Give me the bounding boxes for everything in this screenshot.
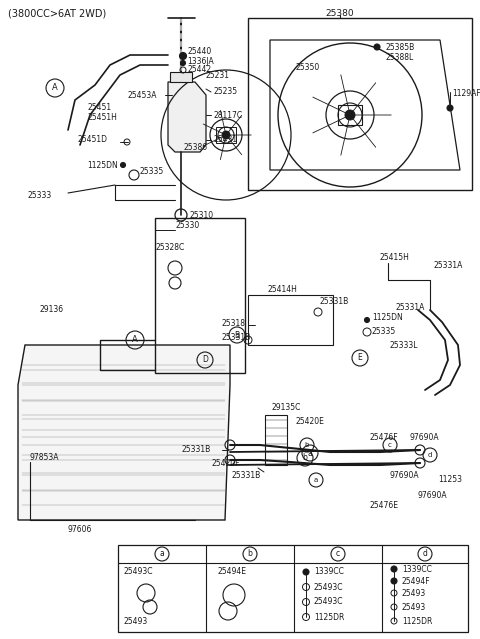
Text: 97606: 97606	[68, 525, 92, 534]
Text: 97690A: 97690A	[418, 491, 448, 500]
Text: 25493: 25493	[123, 617, 147, 626]
Text: 25310: 25310	[190, 210, 214, 220]
Text: (3800CC>6AT 2WD): (3800CC>6AT 2WD)	[8, 9, 106, 19]
Text: a: a	[160, 550, 164, 558]
Circle shape	[391, 566, 397, 572]
Text: 25476F: 25476F	[370, 433, 398, 442]
Polygon shape	[18, 345, 230, 520]
Text: 25328C: 25328C	[155, 243, 184, 252]
Text: 25318: 25318	[222, 318, 246, 328]
Circle shape	[447, 105, 453, 111]
Text: 25331B: 25331B	[232, 470, 261, 479]
Text: 25451: 25451	[88, 104, 112, 112]
Text: a: a	[308, 449, 312, 458]
Bar	[265, 415, 287, 465]
Text: 25331B: 25331B	[222, 334, 251, 343]
Text: c: c	[336, 550, 340, 558]
Text: 1336JA: 1336JA	[187, 58, 214, 66]
Bar	[170, 72, 192, 82]
Text: 25388L: 25388L	[385, 52, 413, 61]
Polygon shape	[168, 82, 206, 152]
Text: 25440: 25440	[187, 47, 211, 56]
Text: 25420F: 25420F	[212, 459, 240, 468]
Text: E: E	[358, 353, 362, 362]
Text: B: B	[234, 330, 240, 339]
Text: 25493C: 25493C	[314, 597, 344, 606]
Text: 29135C: 29135C	[272, 403, 301, 413]
Text: 25335: 25335	[140, 167, 164, 176]
Text: 25420E: 25420E	[295, 417, 324, 426]
Circle shape	[120, 162, 125, 167]
Text: a: a	[314, 477, 318, 483]
Text: 1125DR: 1125DR	[314, 613, 344, 622]
Text: c: c	[388, 442, 392, 448]
Text: 25453A: 25453A	[128, 91, 157, 100]
Text: 25415H: 25415H	[380, 254, 410, 263]
Text: 25451D: 25451D	[78, 135, 108, 144]
Text: 25442: 25442	[187, 66, 211, 75]
Bar	[248, 18, 472, 190]
Text: 25235: 25235	[213, 88, 237, 96]
Bar	[338, 105, 362, 125]
Text: 97853A: 97853A	[30, 454, 60, 463]
Text: 25380: 25380	[326, 8, 354, 17]
Text: 25493C: 25493C	[123, 567, 153, 576]
Text: 29136: 29136	[40, 305, 64, 314]
Text: 25493: 25493	[402, 603, 426, 612]
Text: A: A	[132, 335, 138, 344]
Text: 25330: 25330	[175, 220, 199, 229]
Text: d: d	[422, 550, 427, 558]
Circle shape	[303, 569, 309, 575]
Text: 25494F: 25494F	[402, 576, 431, 585]
Text: 25493: 25493	[402, 589, 426, 597]
Text: d: d	[428, 452, 432, 458]
Text: 25431: 25431	[213, 135, 237, 144]
Text: 25333: 25333	[28, 190, 52, 199]
Text: 1125DN: 1125DN	[372, 314, 403, 323]
Circle shape	[364, 318, 370, 323]
Bar	[216, 127, 236, 143]
Text: 97690A: 97690A	[390, 470, 420, 479]
Text: 25333L: 25333L	[390, 341, 419, 350]
Text: D: D	[202, 355, 208, 364]
Text: 1339CC: 1339CC	[314, 567, 344, 576]
Text: b: b	[302, 454, 307, 463]
Text: b: b	[305, 442, 309, 448]
Text: b: b	[248, 550, 252, 558]
Text: 97690A: 97690A	[410, 433, 440, 442]
Text: 25331A: 25331A	[395, 304, 424, 312]
Text: 25494E: 25494E	[218, 567, 247, 576]
Text: 25451H: 25451H	[88, 112, 118, 121]
Text: 25386: 25386	[183, 144, 207, 153]
Text: 25493C: 25493C	[314, 583, 344, 592]
Circle shape	[180, 61, 185, 66]
Text: 11253: 11253	[438, 475, 462, 484]
Text: 25331B: 25331B	[320, 298, 349, 307]
Text: 25331B: 25331B	[182, 445, 211, 454]
Text: 1339CC: 1339CC	[402, 564, 432, 573]
Circle shape	[391, 578, 397, 584]
Bar	[248, 295, 333, 345]
Text: 25385B: 25385B	[385, 43, 414, 52]
Bar	[118, 545, 468, 632]
Text: 1125DN: 1125DN	[87, 160, 118, 169]
Text: 25350: 25350	[295, 63, 319, 72]
Circle shape	[222, 131, 230, 139]
Text: 1129AF: 1129AF	[452, 88, 480, 98]
Bar	[155, 218, 245, 373]
Circle shape	[374, 44, 380, 50]
Text: 25331A: 25331A	[433, 261, 462, 270]
Text: 25414H: 25414H	[268, 286, 298, 295]
Text: 28117C: 28117C	[213, 111, 242, 119]
Text: A: A	[52, 84, 58, 93]
Circle shape	[345, 110, 355, 120]
Circle shape	[180, 52, 187, 59]
Text: 25335: 25335	[372, 328, 396, 337]
Text: 25231: 25231	[205, 70, 229, 79]
Text: 25476E: 25476E	[370, 500, 399, 509]
Text: 1125DR: 1125DR	[402, 617, 432, 626]
